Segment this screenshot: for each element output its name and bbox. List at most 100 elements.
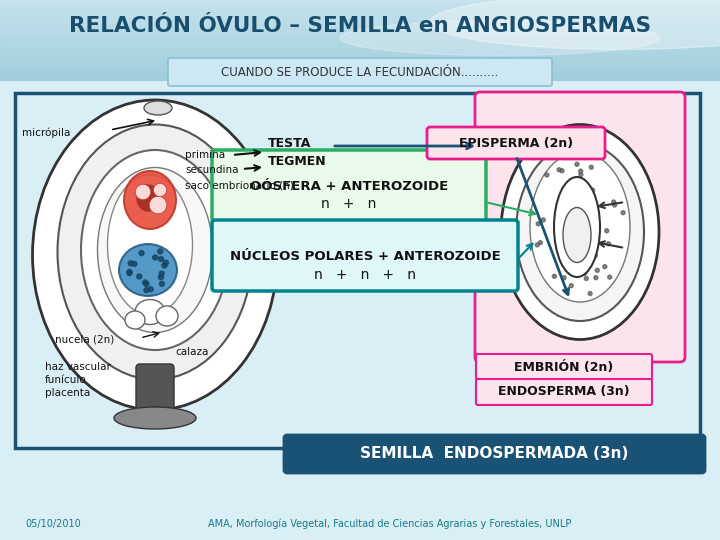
Ellipse shape — [107, 175, 192, 315]
Ellipse shape — [143, 280, 148, 285]
Ellipse shape — [613, 203, 616, 207]
Bar — [0, 16, 720, 17]
Bar — [0, 11, 720, 12]
Ellipse shape — [127, 271, 132, 275]
Ellipse shape — [606, 242, 611, 246]
FancyBboxPatch shape — [475, 92, 685, 362]
Text: saco embrionario (n): saco embrionario (n) — [185, 180, 294, 190]
Bar — [0, 28, 720, 29]
Text: placenta: placenta — [45, 388, 90, 398]
Bar — [0, 76, 720, 77]
Ellipse shape — [612, 200, 616, 204]
Bar — [0, 23, 720, 24]
Ellipse shape — [158, 256, 163, 261]
Bar — [0, 69, 720, 70]
Text: NÚCLEOS POLARES + ANTEROZOIDE: NÚCLEOS POLARES + ANTEROZOIDE — [230, 249, 500, 262]
Ellipse shape — [125, 311, 145, 329]
Ellipse shape — [557, 168, 561, 172]
Bar — [0, 19, 720, 20]
Ellipse shape — [153, 184, 166, 197]
Bar — [0, 9, 720, 10]
FancyBboxPatch shape — [427, 127, 605, 159]
Ellipse shape — [159, 271, 164, 276]
Ellipse shape — [590, 222, 593, 226]
Bar — [0, 62, 720, 63]
Bar — [0, 72, 720, 73]
Bar — [0, 59, 720, 60]
Bar — [0, 52, 720, 53]
Bar — [0, 55, 720, 540]
Ellipse shape — [570, 284, 573, 288]
Text: RELACIÓN ÓVULO – SEMILLA en ANGIOSPERMAS: RELACIÓN ÓVULO – SEMILLA en ANGIOSPERMAS — [69, 16, 651, 36]
Text: CUANDO SE PRODUCE LA FECUNDACIÓN..........: CUANDO SE PRODUCE LA FECUNDACIÓN........… — [221, 65, 499, 78]
Bar — [0, 77, 720, 78]
Text: primina: primina — [185, 150, 225, 160]
Ellipse shape — [139, 251, 144, 255]
Bar — [0, 47, 720, 48]
Bar — [0, 13, 720, 14]
Ellipse shape — [594, 276, 598, 280]
Ellipse shape — [578, 216, 582, 220]
Ellipse shape — [135, 184, 150, 200]
Ellipse shape — [577, 261, 582, 265]
Bar — [0, 2, 720, 3]
Ellipse shape — [621, 211, 625, 215]
Ellipse shape — [530, 152, 630, 302]
Bar — [0, 53, 720, 54]
Bar — [0, 0, 720, 1]
Ellipse shape — [539, 241, 542, 245]
Ellipse shape — [535, 243, 539, 247]
Ellipse shape — [605, 229, 608, 233]
Ellipse shape — [554, 177, 600, 277]
Ellipse shape — [541, 218, 545, 222]
Ellipse shape — [148, 287, 153, 292]
Bar — [0, 57, 720, 58]
Bar — [0, 22, 720, 23]
Text: n   +   n   +   n: n + n + n — [314, 268, 416, 282]
Bar — [0, 12, 720, 13]
Ellipse shape — [595, 268, 599, 272]
FancyBboxPatch shape — [168, 58, 552, 86]
Ellipse shape — [137, 185, 159, 211]
FancyBboxPatch shape — [476, 354, 652, 380]
Ellipse shape — [132, 261, 137, 266]
Ellipse shape — [149, 196, 167, 214]
Ellipse shape — [144, 101, 172, 115]
Bar — [0, 33, 720, 34]
Bar — [0, 45, 720, 46]
Bar — [0, 50, 720, 51]
Text: haz vascular: haz vascular — [45, 362, 111, 372]
Ellipse shape — [340, 21, 660, 56]
Ellipse shape — [588, 204, 591, 207]
Ellipse shape — [114, 407, 196, 429]
Ellipse shape — [137, 274, 142, 279]
Bar — [0, 43, 720, 44]
Bar — [0, 38, 720, 39]
Ellipse shape — [158, 249, 163, 254]
Ellipse shape — [144, 281, 149, 287]
Text: nucela (2n): nucela (2n) — [55, 335, 114, 345]
Bar — [0, 29, 720, 30]
Ellipse shape — [81, 150, 229, 350]
Ellipse shape — [608, 275, 612, 279]
Ellipse shape — [562, 187, 566, 191]
Ellipse shape — [560, 168, 564, 173]
Bar — [0, 3, 720, 4]
Bar — [0, 64, 720, 65]
Ellipse shape — [58, 125, 253, 380]
Bar — [0, 20, 720, 21]
Bar — [0, 30, 720, 31]
Ellipse shape — [159, 281, 164, 286]
Bar — [0, 21, 720, 22]
Text: 05/10/2010: 05/10/2010 — [25, 519, 81, 529]
Ellipse shape — [603, 265, 607, 269]
Bar — [0, 61, 720, 62]
Ellipse shape — [588, 292, 592, 295]
Bar — [0, 36, 720, 37]
Text: EPISPERMA (2n): EPISPERMA (2n) — [459, 137, 573, 150]
Bar — [0, 42, 720, 43]
Ellipse shape — [584, 242, 588, 246]
Bar — [0, 44, 720, 45]
Ellipse shape — [32, 100, 277, 410]
Bar — [0, 39, 720, 40]
